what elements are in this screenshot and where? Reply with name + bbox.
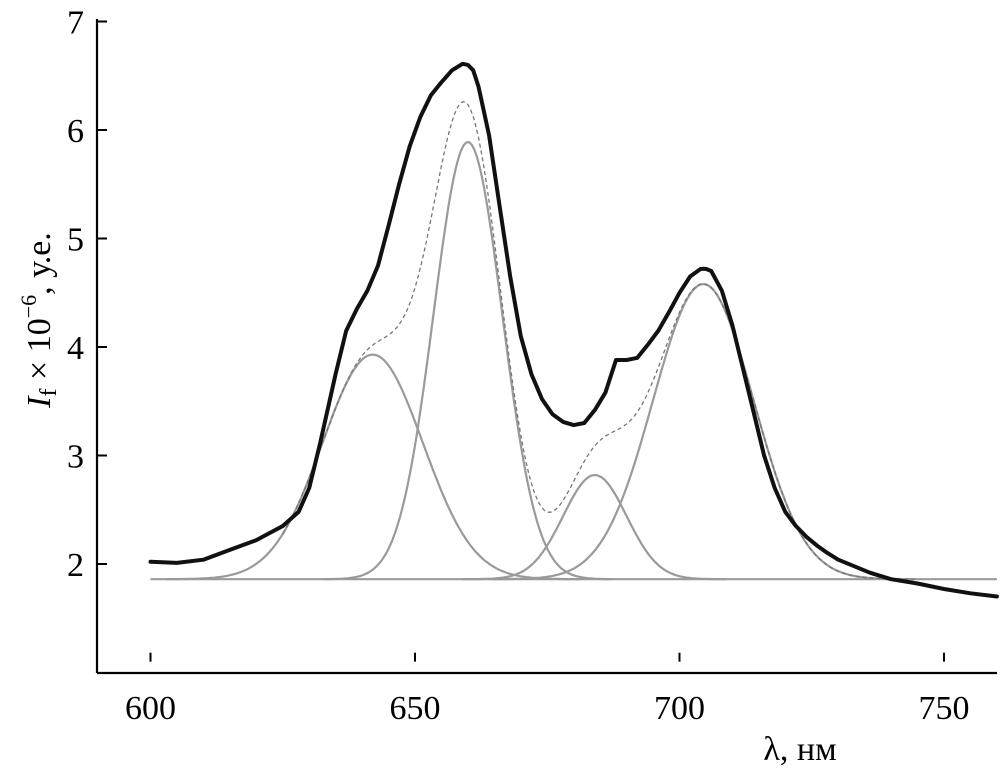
y-axis-exponent: −6 <box>16 295 41 318</box>
y-tick-label: 5 <box>67 222 84 259</box>
y-tick-label: 7 <box>67 5 84 42</box>
x-tick-label: 700 <box>654 690 705 727</box>
y-axis-subscript: f <box>36 388 62 396</box>
y-axis-symbol: I <box>21 395 58 409</box>
y-tick-label: 6 <box>67 113 84 150</box>
x-tick-label: 750 <box>919 690 970 727</box>
y-tick-label: 2 <box>67 547 84 584</box>
fit-components <box>150 140 997 581</box>
fit-component-curve <box>492 282 913 581</box>
fit-component-curve <box>323 140 612 581</box>
x-axis-title: λ, нм <box>763 731 836 768</box>
fit-sum <box>282 101 918 580</box>
y-axis-times: × 10 <box>21 318 58 388</box>
y-axis-unit: , у.е. <box>21 232 58 295</box>
ticks: 600 650 700 750 2 3 4 5 6 7 <box>67 5 970 728</box>
fit-component-curve <box>166 353 582 581</box>
fit-sum-curve <box>282 101 918 580</box>
x-tick-label: 600 <box>125 690 176 727</box>
y-axis-title: If × 10−6, у.е. <box>16 232 62 409</box>
y-tick-label: 3 <box>67 439 84 476</box>
x-tick-label: 650 <box>390 690 441 727</box>
measured-curve <box>148 61 999 599</box>
y-tick-label: 4 <box>67 330 84 367</box>
measured-spectrum <box>148 61 999 599</box>
fit-component-curve <box>461 473 727 581</box>
